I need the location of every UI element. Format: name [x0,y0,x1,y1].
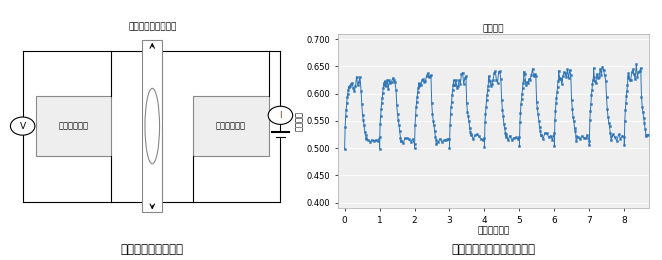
Text: I: I [279,111,282,120]
Bar [193,96,269,156]
Text: プリント基板: プリント基板 [216,122,246,131]
Ellipse shape [145,88,160,164]
Circle shape [268,106,293,124]
Text: V: V [20,122,26,131]
Text: 抵触抵抗測定模式図: 抵触抵抗測定模式図 [120,243,184,256]
Title: 測定端子: 測定端子 [483,24,504,33]
X-axis label: 試験サイクル: 試験サイクル [477,226,509,235]
Text: プリント基板: プリント基板 [59,122,89,131]
Circle shape [11,117,35,135]
Bar [36,96,111,156]
Bar [142,40,162,212]
Text: プレスフィット端子: プレスフィット端子 [128,22,177,31]
Text: 抵触抵抗の経時変化グラフ: 抵触抵抗の経時変化グラフ [451,243,535,256]
Y-axis label: 抵触抵抗: 抵触抵抗 [295,111,303,131]
